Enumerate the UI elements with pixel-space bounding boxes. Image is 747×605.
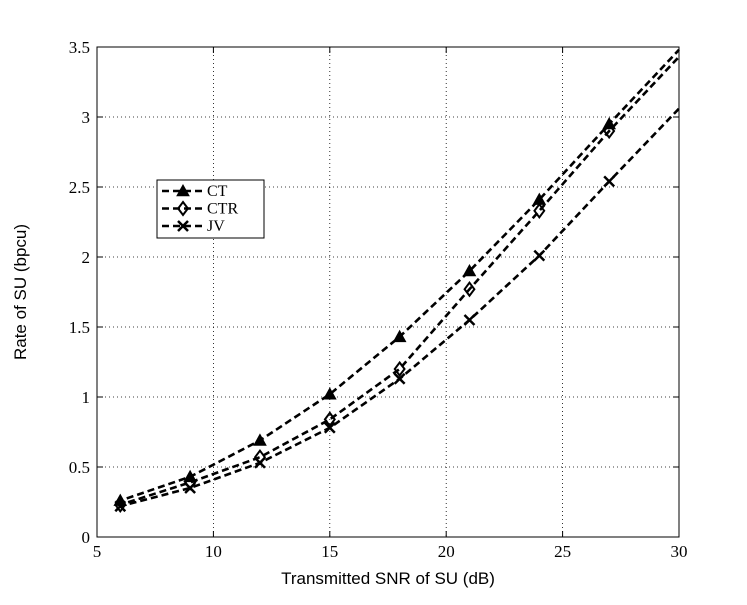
data-point [533,202,546,219]
data-point [393,372,406,385]
plot-frame [96,46,680,538]
series-lines [113,48,680,513]
y-tick-label: 3.5 [69,38,90,57]
legend-item-ctr: CTR [162,200,238,218]
series-line [119,48,680,505]
y-tick-label: 1 [82,388,91,407]
data-point [114,500,127,513]
data-point [323,411,336,428]
series-line [119,55,680,508]
data-point [463,314,476,326]
y-tick-label: 1.5 [69,318,90,337]
x-tick-label: 5 [93,542,102,561]
data-point [253,433,267,446]
legend-marker [177,220,189,232]
data-point [603,122,616,140]
legend-label: CTR [207,201,238,218]
data-point [392,329,407,343]
data-point [533,249,546,262]
data-point [603,175,616,188]
data-point [463,281,476,298]
y-tick-label: 2.5 [69,178,90,197]
plot-area [97,47,679,537]
legend-label: CT [207,183,228,200]
data-point [393,360,406,378]
legend-marker [176,183,190,197]
series-jv [114,107,680,513]
legend-item-jv: JV [162,218,225,235]
data-point [254,456,266,469]
y-tick-label: 3 [82,108,91,127]
y-tick-label: 2 [82,248,91,267]
legend-label: JV [207,218,225,235]
x-axis-label: Transmitted SNR of SU (dB) [281,569,495,588]
x-tick-label: 25 [554,542,571,561]
data-point [462,263,477,277]
y-axis-label: Rate of SU (bpcu) [11,224,30,360]
series-line [119,107,680,508]
x-tick-label: 30 [671,542,688,561]
axis-ticks: 5 10 15 20 25 30 0 0.5 1 1.5 2 2.5 3 3.5 [69,38,688,561]
y-tick-label: 0.5 [69,458,90,477]
legend-item-ct: CT [162,183,228,200]
x-tick-label: 15 [321,542,338,561]
data-point [322,387,337,400]
x-tick-label: 20 [438,542,455,561]
data-point [184,482,197,494]
x-tick-label: 10 [205,542,222,561]
data-point [323,421,336,434]
legend-marker [176,200,190,217]
y-tick-label: 0 [82,528,91,547]
